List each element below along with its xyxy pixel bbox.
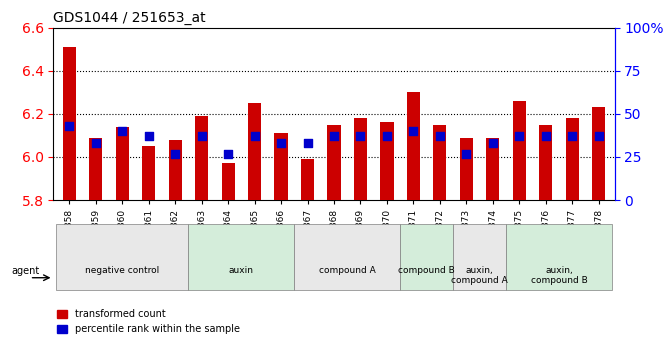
Bar <box>539 125 552 200</box>
Point <box>488 140 498 146</box>
Bar <box>142 146 156 200</box>
Text: auxin,
compound A: auxin, compound A <box>451 266 508 285</box>
Point <box>144 134 154 139</box>
Point <box>302 140 313 146</box>
Point <box>90 140 101 146</box>
FancyBboxPatch shape <box>453 224 506 290</box>
FancyBboxPatch shape <box>400 224 453 290</box>
Bar <box>168 140 182 200</box>
Point <box>276 140 287 146</box>
Bar <box>222 164 234 200</box>
Text: negative control: negative control <box>85 266 160 275</box>
Point <box>223 151 234 156</box>
Point <box>540 134 551 139</box>
Bar <box>63 47 76 200</box>
Point <box>461 151 472 156</box>
Text: compound A: compound A <box>319 266 375 275</box>
Text: GDS1044 / 251653_at: GDS1044 / 251653_at <box>53 11 206 25</box>
Bar <box>380 122 393 200</box>
Bar <box>275 133 288 200</box>
Point <box>117 128 128 134</box>
Bar <box>460 138 473 200</box>
Point <box>593 134 604 139</box>
FancyBboxPatch shape <box>188 224 295 290</box>
Bar <box>566 118 579 200</box>
Bar <box>592 107 605 200</box>
Point <box>249 134 260 139</box>
Bar <box>89 138 102 200</box>
FancyBboxPatch shape <box>56 224 188 290</box>
Point <box>196 134 207 139</box>
FancyBboxPatch shape <box>506 224 612 290</box>
Text: compound B: compound B <box>398 266 455 275</box>
Point <box>434 134 445 139</box>
Point <box>514 134 524 139</box>
Point <box>64 123 75 129</box>
Bar <box>248 103 261 200</box>
Legend: transformed count, percentile rank within the sample: transformed count, percentile rank withi… <box>53 305 244 338</box>
Point <box>567 134 578 139</box>
Bar <box>486 138 500 200</box>
Text: auxin,
compound B: auxin, compound B <box>530 266 587 285</box>
Bar <box>301 159 314 200</box>
Bar <box>195 116 208 200</box>
Bar <box>327 125 341 200</box>
Point <box>408 128 419 134</box>
Bar <box>512 101 526 200</box>
Bar <box>434 125 446 200</box>
Text: auxin: auxin <box>229 266 254 275</box>
Bar <box>354 118 367 200</box>
Bar <box>116 127 129 200</box>
Text: agent: agent <box>11 266 39 276</box>
Point <box>381 134 392 139</box>
FancyBboxPatch shape <box>295 224 400 290</box>
Point <box>355 134 366 139</box>
Point <box>170 151 180 156</box>
Bar <box>407 92 420 200</box>
Point <box>329 134 339 139</box>
